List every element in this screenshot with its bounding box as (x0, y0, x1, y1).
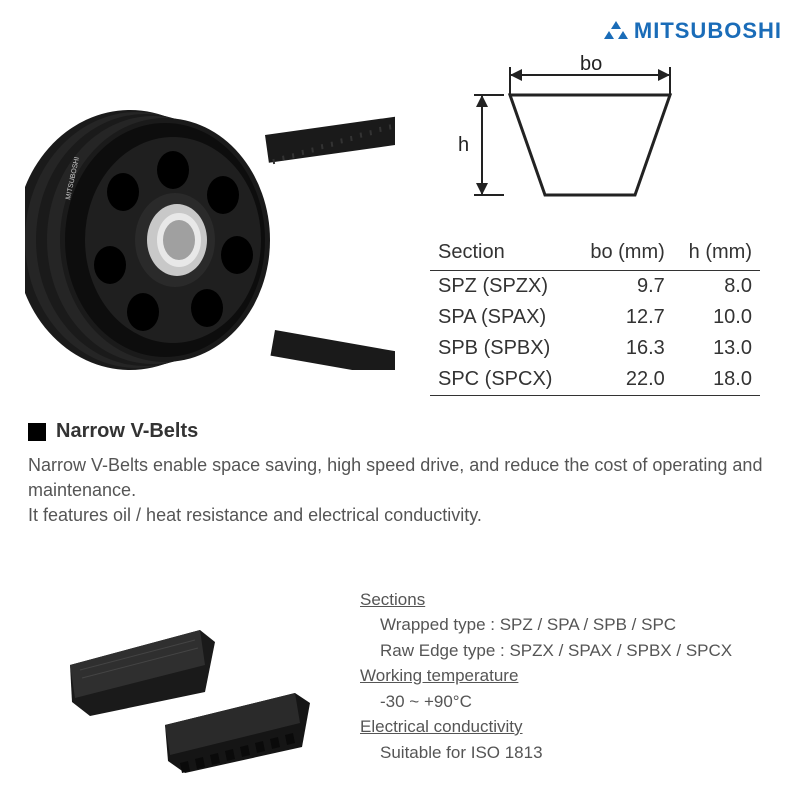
pulley-illustration: MITSUBOSHI (25, 70, 395, 370)
temp-label: Working temperature (360, 663, 780, 689)
th-h: h (mm) (673, 235, 760, 271)
table-row: SPZ (SPZX) 9.7 8.0 (430, 271, 760, 303)
elec-label: Electrical conductivity (360, 714, 780, 740)
sections-rawedge: Raw Edge type : SPZX / SPAX / SPBX / SPC… (380, 638, 780, 664)
belt-samples (40, 615, 320, 775)
bo-label: bo (580, 55, 602, 75)
details: Sections Wrapped type : SPZ / SPA / SPB … (360, 587, 780, 766)
mitsuboshi-icon (604, 19, 628, 43)
section-heading: Narrow V-Belts (56, 420, 198, 443)
cross-section-diagram: bo h Section bo (mm) h (mm) SPZ (SPZX) 9… (430, 55, 740, 396)
description-text-1: Narrow V-Belts enable space saving, high… (28, 453, 772, 503)
table-row: SPC (SPCX) 22.0 18.0 (430, 364, 760, 396)
elec-value: Suitable for ISO 1813 (380, 740, 780, 766)
h-label: h (458, 134, 469, 156)
th-bo: bo (mm) (573, 235, 672, 271)
brand-name: MITSUBOSHI (634, 18, 782, 44)
description-section: Narrow V-Belts Narrow V-Belts enable spa… (28, 420, 772, 529)
bullet-square-icon (28, 423, 46, 441)
th-section: Section (430, 235, 573, 271)
description-text-2: It features oil / heat resistance and el… (28, 503, 772, 528)
spec-table: Section bo (mm) h (mm) SPZ (SPZX) 9.7 8.… (430, 235, 760, 396)
table-row: SPB (SPBX) 16.3 13.0 (430, 333, 760, 364)
sections-label: Sections (360, 587, 780, 613)
brand-logo: MITSUBOSHI (604, 18, 782, 44)
sections-wrapped: Wrapped type : SPZ / SPA / SPB / SPC (380, 612, 780, 638)
temp-value: -30 ~ +90°C (380, 689, 780, 715)
table-row: SPA (SPAX) 12.7 10.0 (430, 302, 760, 333)
